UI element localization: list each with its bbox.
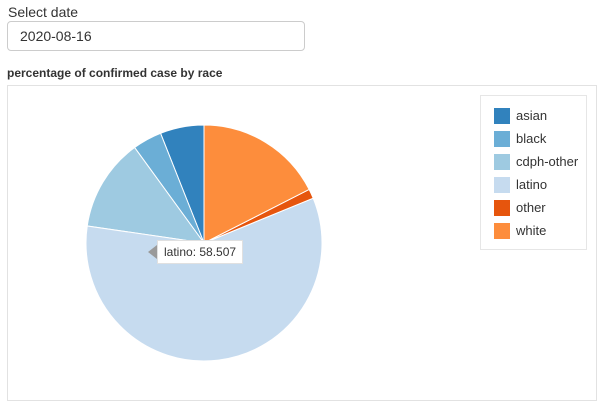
legend-swatch — [494, 200, 510, 216]
legend-label: cdph-other — [516, 154, 579, 169]
legend-swatch — [494, 131, 510, 147]
legend-swatch — [494, 223, 510, 239]
pie-slice-cdph-other[interactable] — [86, 146, 206, 244]
legend-label: black — [516, 131, 547, 146]
pie-slice-latino[interactable] — [85, 197, 323, 362]
tooltip-arrow — [148, 245, 157, 259]
pie-slice-white[interactable] — [203, 124, 310, 244]
legend: asian black cdph-other latino other white — [480, 95, 587, 250]
legend-label: asian — [516, 108, 548, 123]
legend-swatch — [494, 154, 510, 170]
legend-swatch — [494, 177, 510, 193]
legend-label: white — [516, 223, 547, 238]
legend-swatch — [494, 108, 510, 124]
legend-label: latino — [516, 177, 548, 192]
date-label: Select date — [8, 4, 79, 20]
date-input[interactable]: 2020-08-16 — [7, 21, 305, 51]
tooltip-label: latino — [164, 245, 193, 259]
legend-label: other — [516, 200, 546, 215]
tooltip-value: 58.507 — [199, 245, 237, 259]
tooltip: latino: 58.507 — [157, 240, 244, 264]
chart-title: percentage of confirmed case by race — [7, 66, 223, 80]
